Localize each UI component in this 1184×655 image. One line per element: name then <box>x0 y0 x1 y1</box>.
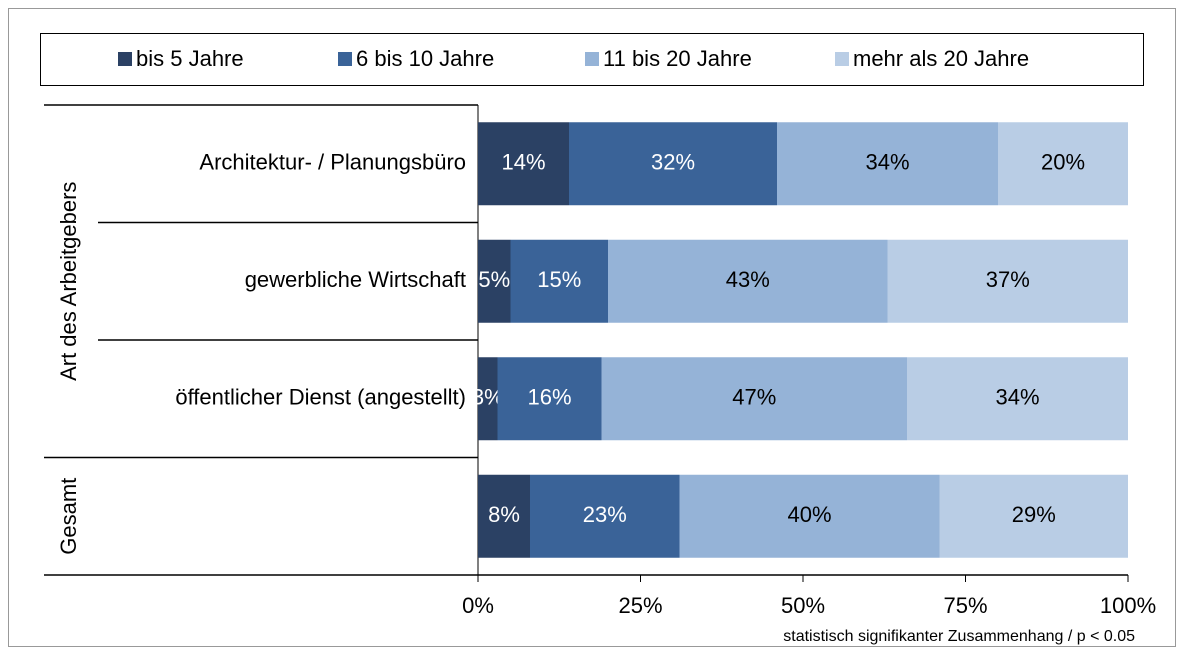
category-label: öffentlicher Dienst (angestellt) <box>175 385 466 410</box>
bar-segment <box>510 239 608 323</box>
data-label: 34% <box>995 385 1039 410</box>
x-tick-label: 75% <box>943 593 987 618</box>
group-label: Gesamt <box>56 478 81 555</box>
data-label: 20% <box>1041 150 1085 175</box>
bar-segment <box>907 357 1128 441</box>
legend-label: 6 bis 10 Jahre <box>356 46 494 71</box>
legend-swatch <box>118 52 132 66</box>
legend-label: 11 bis 20 Jahre <box>603 46 752 71</box>
data-label: 23% <box>583 502 627 527</box>
data-label: 5% <box>478 267 510 292</box>
x-tick-label: 100% <box>1100 593 1156 618</box>
data-label: 16% <box>527 385 571 410</box>
bar-segment <box>608 239 888 323</box>
x-tick-label: 25% <box>618 593 662 618</box>
legend-swatch <box>338 52 352 66</box>
legend-box <box>40 33 1144 86</box>
bar-segment <box>679 474 940 558</box>
bar-segment <box>887 239 1128 323</box>
bar-segment <box>569 122 777 206</box>
bar-segment <box>601 357 907 441</box>
bar-segment <box>478 122 569 206</box>
legend-swatch <box>585 52 599 66</box>
data-label: 40% <box>787 502 831 527</box>
legend-label: bis 5 Jahre <box>136 46 244 71</box>
data-label: 47% <box>732 385 776 410</box>
legend-label: mehr als 20 Jahre <box>853 46 1029 71</box>
category-label: gewerbliche Wirtschaft <box>245 267 466 292</box>
data-label: 29% <box>1012 502 1056 527</box>
data-label: 32% <box>651 150 695 175</box>
bar-segment <box>998 122 1128 206</box>
x-tick-label: 0% <box>462 593 494 618</box>
data-label: 8% <box>488 502 520 527</box>
data-label: 14% <box>501 150 545 175</box>
bar-segment <box>530 474 680 558</box>
x-tick-label: 50% <box>781 593 825 618</box>
data-label: 15% <box>537 267 581 292</box>
bar-segment <box>478 357 498 441</box>
legend-swatch <box>835 52 849 66</box>
data-label: 37% <box>986 267 1030 292</box>
group-label: Art des Arbeitgebers <box>56 182 81 381</box>
bar-segment <box>497 357 602 441</box>
bar-segment <box>777 122 998 206</box>
bar-segment <box>939 474 1128 558</box>
bar-segment <box>478 474 530 558</box>
data-label: 34% <box>865 150 909 175</box>
bar-segment <box>478 239 511 323</box>
data-label: 43% <box>726 267 770 292</box>
category-label: Architektur- / Planungsbüro <box>199 150 466 175</box>
footnote: statistisch signifikanter Zusammenhang /… <box>783 628 1135 645</box>
